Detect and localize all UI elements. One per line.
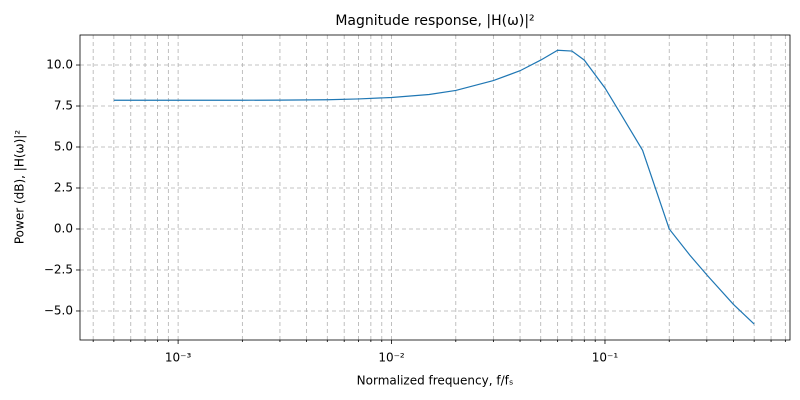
x-tick-label: 10⁻² [378,351,405,365]
y-tick-label: 5.0 [54,139,73,153]
y-tick-label: 2.5 [54,180,73,194]
chart-title: Magnitude response, |H(ω)|² [335,13,534,29]
y-axis-label: Power (dB), |H(ω)|² [13,130,27,244]
y-tick-label: 10.0 [46,58,73,72]
x-axis-label: Normalized frequency, f/fₛ [357,374,514,388]
line [113,49,755,325]
plot-frame [79,34,791,341]
y-tick-label: −5.0 [44,303,73,317]
x-tick-label: 10⁻³ [165,351,192,365]
x-tick-label: 10⁻¹ [592,351,619,365]
y-tick-label: 7.5 [54,99,73,113]
y-tick-label: 0.0 [54,221,73,235]
y-tick-label: −2.5 [44,262,73,276]
